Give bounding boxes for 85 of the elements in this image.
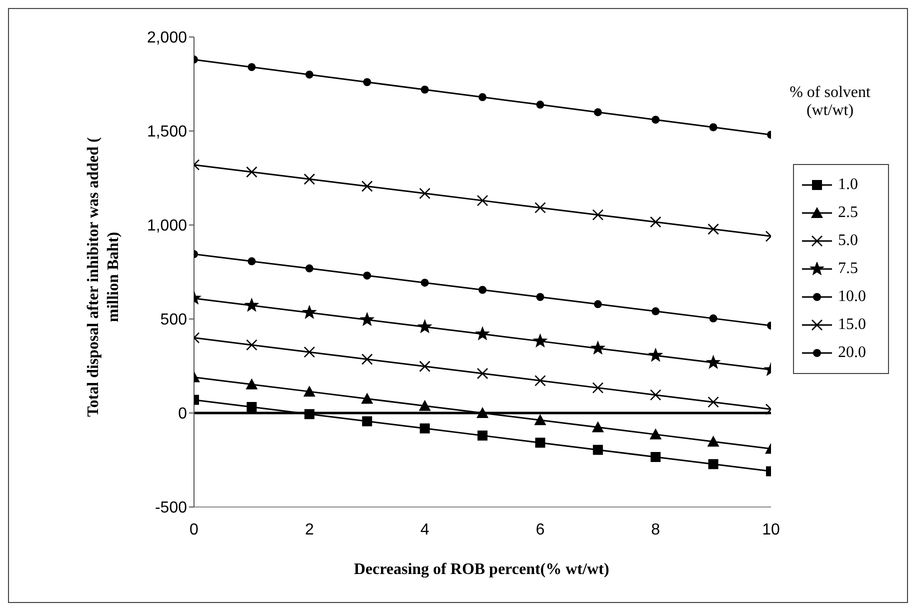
point bbox=[244, 298, 259, 312]
point bbox=[476, 326, 490, 340]
x-tick-label: 0 bbox=[190, 521, 199, 538]
point bbox=[248, 257, 256, 266]
legend-label: 7.5 bbox=[838, 260, 858, 278]
point bbox=[648, 348, 663, 362]
point bbox=[305, 70, 314, 79]
point bbox=[363, 78, 372, 86]
point bbox=[418, 400, 431, 411]
point bbox=[476, 407, 488, 418]
point bbox=[650, 216, 662, 228]
point bbox=[302, 305, 316, 319]
point bbox=[304, 173, 316, 185]
y-tick-label: 1,500 bbox=[146, 124, 188, 141]
y-axis-title: Total disposal after inhibitor was added ( million Baht) bbox=[84, 136, 123, 419]
legend-label: 20.0 bbox=[838, 344, 866, 362]
point bbox=[246, 339, 258, 351]
point bbox=[478, 430, 488, 441]
point bbox=[708, 459, 718, 470]
point bbox=[361, 354, 373, 365]
point bbox=[476, 194, 488, 206]
point bbox=[362, 416, 372, 426]
point bbox=[652, 116, 660, 124]
point bbox=[536, 293, 544, 302]
point bbox=[419, 188, 430, 200]
point bbox=[590, 341, 605, 354]
point bbox=[594, 300, 602, 308]
point bbox=[420, 86, 429, 94]
point bbox=[304, 409, 314, 420]
legend-label: 2.5 bbox=[838, 204, 858, 222]
point bbox=[708, 223, 719, 235]
point bbox=[248, 63, 256, 72]
y-tick-label: 1,000 bbox=[146, 218, 188, 235]
point bbox=[363, 272, 372, 280]
point bbox=[534, 375, 546, 386]
point bbox=[476, 368, 488, 380]
point bbox=[709, 123, 718, 132]
y-tick-label: 500 bbox=[160, 312, 188, 329]
point bbox=[303, 386, 316, 397]
point bbox=[246, 402, 257, 412]
legend-label: 1.0 bbox=[838, 176, 858, 194]
point bbox=[707, 436, 720, 447]
point bbox=[420, 423, 430, 434]
x-tick-label: 2 bbox=[304, 521, 314, 538]
point bbox=[708, 396, 719, 408]
x-tick-label: 6 bbox=[536, 521, 545, 538]
legend-title: % of solvent (wt/wt) bbox=[788, 84, 872, 120]
point bbox=[360, 312, 374, 326]
point bbox=[361, 180, 373, 192]
point bbox=[536, 100, 544, 109]
point bbox=[418, 320, 432, 333]
x-tick-label: 4 bbox=[420, 521, 430, 538]
y-tick-label: 0 bbox=[178, 406, 188, 423]
point bbox=[534, 414, 546, 426]
point bbox=[592, 382, 604, 394]
x-axis-title: Decreasing of ROB percent(% wt/wt) bbox=[352, 561, 610, 579]
point bbox=[650, 452, 661, 462]
point bbox=[246, 166, 258, 178]
point bbox=[420, 278, 429, 287]
point bbox=[534, 202, 546, 214]
point bbox=[650, 428, 662, 440]
point bbox=[652, 307, 660, 316]
point bbox=[592, 209, 604, 220]
point bbox=[305, 264, 314, 272]
point bbox=[361, 392, 374, 404]
legend-label: 10.0 bbox=[838, 288, 866, 306]
point bbox=[478, 286, 486, 294]
x-tick-label: 10 bbox=[762, 521, 780, 538]
point bbox=[706, 355, 720, 369]
point bbox=[592, 421, 604, 432]
point bbox=[478, 93, 486, 102]
y-tick-label: 2,000 bbox=[146, 30, 188, 47]
point bbox=[535, 438, 546, 448]
legend-label: 5.0 bbox=[838, 232, 858, 250]
point bbox=[533, 334, 548, 348]
point bbox=[592, 444, 603, 455]
point bbox=[594, 108, 602, 116]
point bbox=[650, 389, 662, 401]
point bbox=[709, 314, 718, 322]
legend-label: 15.0 bbox=[838, 316, 866, 334]
x-tick-label: 8 bbox=[651, 521, 660, 538]
point bbox=[246, 378, 258, 390]
y-tick-label: -500 bbox=[154, 500, 188, 517]
point bbox=[304, 346, 316, 358]
point bbox=[419, 360, 430, 372]
